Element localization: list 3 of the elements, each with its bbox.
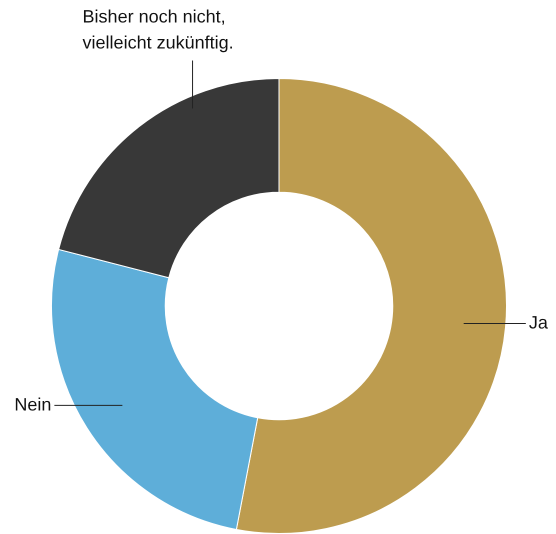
slice-label: Bisher noch nicht, vielleicht zukünftig. [82, 6, 234, 52]
slice-label: Nein [14, 394, 52, 414]
slice-label: Ja [528, 312, 549, 332]
